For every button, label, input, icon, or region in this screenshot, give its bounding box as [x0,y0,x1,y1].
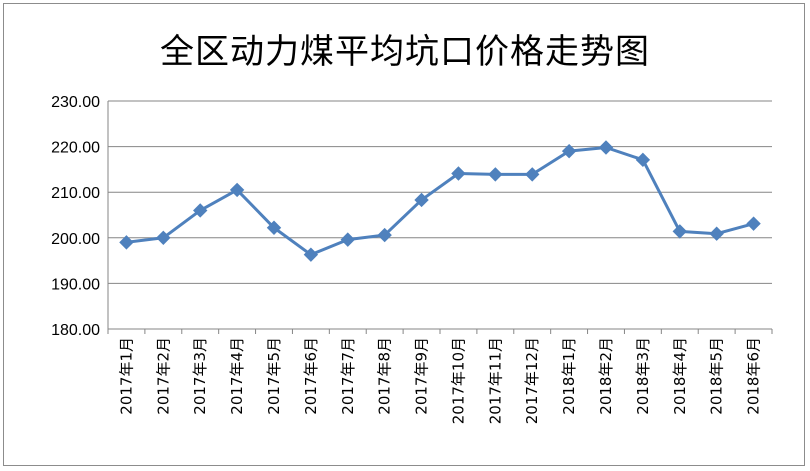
x-tick-label: 2017年3月 [191,337,209,415]
y-tick-label: 180.00 [51,322,100,339]
data-point [340,232,355,247]
data-point [561,143,577,159]
x-tick-label: 2017年9月 [413,337,431,415]
x-tick-label: 2017年7月 [339,337,357,415]
y-tick-label: 230.00 [51,94,100,111]
x-tick-label: 2018年4月 [671,337,689,415]
data-point [119,235,134,250]
x-tick-label: 2017年1月 [117,337,135,415]
x-tick-label: 2017年6月 [302,337,320,415]
x-tick-label: 2017年10月 [449,337,467,424]
x-tick-label: 2017年5月 [265,337,283,415]
x-tick-label: 2017年8月 [376,337,394,415]
x-tick-label: 2018年6月 [745,337,763,415]
chart-frame [3,3,805,466]
data-point [229,182,245,198]
x-tick-label: 2017年2月 [154,337,172,415]
x-tick-label: 2017年4月 [228,337,246,415]
x-tick-label: 2018年1月 [560,337,578,415]
x-tick-label: 2018年2月 [597,337,615,415]
data-point [488,167,503,182]
y-axis: 230.00 220.00 210.00 200.00 190.00 180.00 [51,94,109,339]
x-tick-label: 2017年12月 [523,337,541,424]
data-point [303,247,319,262]
x-tick-label: 2017年11月 [486,337,504,424]
data-point [746,216,761,231]
data-point [525,167,540,182]
data-point [156,230,171,246]
y-tick-label: 210.00 [51,185,100,202]
data-point [598,140,614,155]
x-axis: 2017年1月 2017年2月 2017年3月 2017年4月 2017年5月 2017年… [107,328,773,424]
series-line [126,146,754,257]
data-point [672,224,687,239]
data-point [377,227,392,243]
data-point [266,220,282,235]
data-point [451,166,466,181]
data-point [635,152,651,168]
y-tick-label: 190.00 [51,276,100,293]
data-point [709,226,724,241]
series-group [119,140,761,262]
x-tick-label: 2018年3月 [634,337,652,415]
data-point [193,203,208,218]
y-tick-label: 200.00 [51,231,100,248]
y-tick-label: 220.00 [51,140,100,157]
data-point [414,192,429,208]
x-tick-label: 2018年5月 [708,337,726,415]
chart-title: 全区动力煤平均坑口价格走势图 [160,32,650,72]
